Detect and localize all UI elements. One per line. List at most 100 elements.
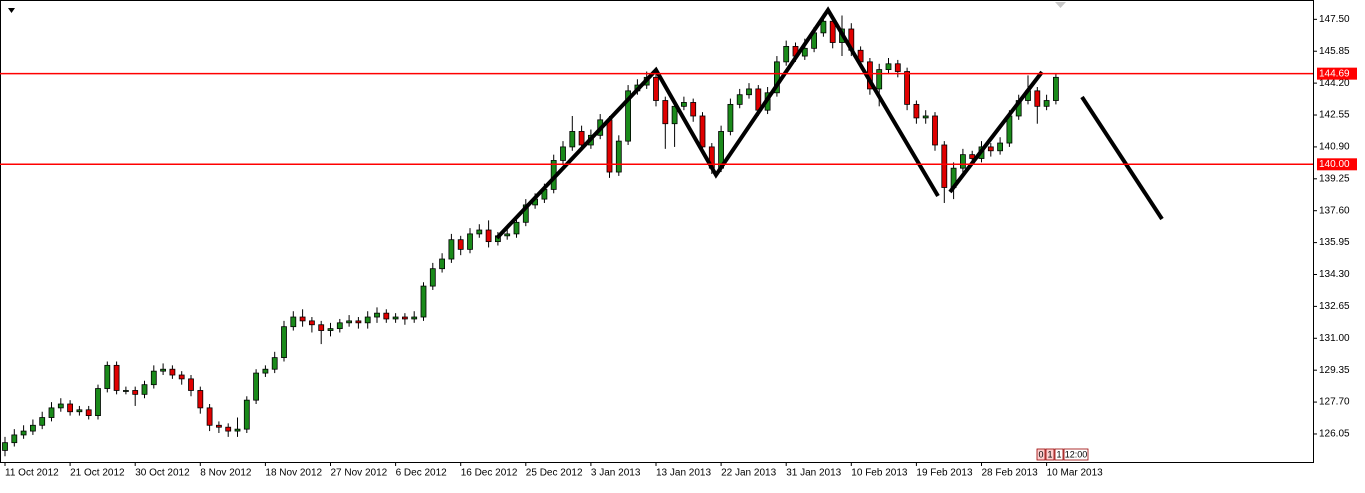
candle-body — [225, 426, 232, 432]
x-tick-label: 21 Oct 2012 — [70, 468, 125, 479]
candle-body — [625, 90, 631, 142]
candle-body — [169, 368, 176, 376]
candle-body — [1053, 76, 1059, 101]
candle-body — [336, 322, 343, 330]
y-tick-label: 135.95 — [1319, 237, 1350, 248]
x-tick-label: 3 Jan 2013 — [591, 468, 641, 479]
x-tick-label: 28 Feb 2013 — [982, 468, 1039, 479]
shift-marker[interactable] — [1055, 2, 1066, 8]
candle-body — [485, 229, 492, 243]
candle-body — [123, 390, 129, 392]
candle-body — [922, 115, 929, 119]
candle-body — [85, 409, 92, 417]
x-tick-label: 18 Nov 2012 — [265, 468, 322, 479]
candle-body — [997, 142, 1003, 152]
zigzag-line — [495, 6, 940, 240]
candle-body — [48, 407, 55, 418]
candle-body — [281, 326, 287, 359]
candle-body — [774, 61, 780, 94]
zigzag-annotation — [495, 6, 1164, 240]
candle-body — [457, 239, 464, 250]
x-tick-label: 27 Nov 2012 — [331, 468, 388, 479]
level-label-box — [1317, 67, 1357, 80]
candle-body — [392, 316, 399, 320]
x-tick-label: 19 Feb 2013 — [916, 468, 973, 479]
x-tick-label: 6 Dec 2012 — [396, 468, 448, 479]
x-tick-label: 25 Dec 2012 — [526, 468, 583, 479]
candle-body — [467, 233, 473, 250]
candle-body — [76, 409, 83, 413]
info-box-cell — [1036, 448, 1046, 461]
candle-body — [960, 154, 966, 169]
candle-body — [411, 316, 418, 320]
candle-body — [569, 131, 576, 148]
candle-body — [150, 370, 157, 386]
candle-body — [39, 417, 46, 426]
candle-body — [560, 146, 566, 161]
candle-body — [67, 403, 73, 413]
candle-body — [904, 71, 910, 105]
x-tick-label: 30 Oct 2012 — [135, 468, 190, 479]
level-label: 144.69 — [1319, 68, 1350, 79]
candle-body — [346, 320, 353, 324]
candle-body — [206, 407, 213, 426]
candle-body — [876, 69, 883, 90]
candle-body — [1043, 100, 1050, 107]
candle-body — [160, 368, 167, 372]
candle-body — [197, 390, 204, 409]
candle-body — [271, 357, 278, 370]
candle-body — [299, 316, 306, 322]
x-tick-label: 16 Dec 2012 — [461, 468, 518, 479]
info-box-text: 1 — [1047, 449, 1052, 459]
candle-body — [383, 312, 390, 320]
candle-body — [29, 424, 36, 432]
candle-body — [662, 100, 669, 125]
x-tick-label: 22 Jan 2013 — [721, 468, 776, 479]
candle-body — [188, 378, 194, 391]
info-box-text: 1 — [1056, 449, 1061, 459]
candle-body — [57, 403, 64, 409]
candle-body — [987, 146, 994, 152]
candle-body — [736, 94, 743, 105]
candle-body — [95, 388, 101, 417]
candle-body — [374, 312, 380, 318]
y-tick-label: 145.85 — [1319, 46, 1350, 57]
candle-body — [113, 364, 120, 391]
menu-arrow[interactable] — [8, 8, 15, 13]
candle-body — [401, 316, 408, 320]
candle-body — [941, 144, 948, 188]
candle-body — [141, 384, 148, 395]
candle-body — [262, 368, 269, 374]
candle-body — [504, 233, 511, 237]
candle-body — [20, 430, 27, 436]
y-tick-label: 140.90 — [1319, 142, 1350, 153]
candle-body — [681, 102, 687, 107]
candle-body — [615, 140, 622, 173]
candle-body — [234, 428, 241, 432]
candle-body — [727, 103, 734, 132]
info-box-cell — [1054, 448, 1064, 461]
info-box-cell — [1063, 448, 1089, 461]
zigzag-line — [948, 70, 1044, 194]
candle-body — [513, 221, 520, 235]
x-tick-label: 31 Jan 2013 — [786, 468, 841, 479]
candle-body — [132, 390, 139, 395]
candle-body — [894, 63, 901, 72]
candle-body — [215, 424, 222, 428]
candle-body — [243, 399, 250, 430]
candle-body — [476, 229, 483, 235]
candle-body — [913, 103, 920, 119]
candle-body — [1034, 90, 1041, 107]
x-tick-label: 10 Feb 2013 — [851, 468, 908, 479]
y-tick-label: 131.00 — [1319, 333, 1350, 344]
candle-body — [578, 131, 585, 146]
candle-body — [308, 320, 315, 326]
candle-body — [448, 239, 455, 260]
candle-body — [932, 115, 938, 146]
candle-body — [318, 324, 325, 331]
candle-body — [653, 76, 659, 101]
info-box-text: 0 — [1038, 449, 1043, 459]
y-tick-label: 139.25 — [1319, 173, 1350, 184]
